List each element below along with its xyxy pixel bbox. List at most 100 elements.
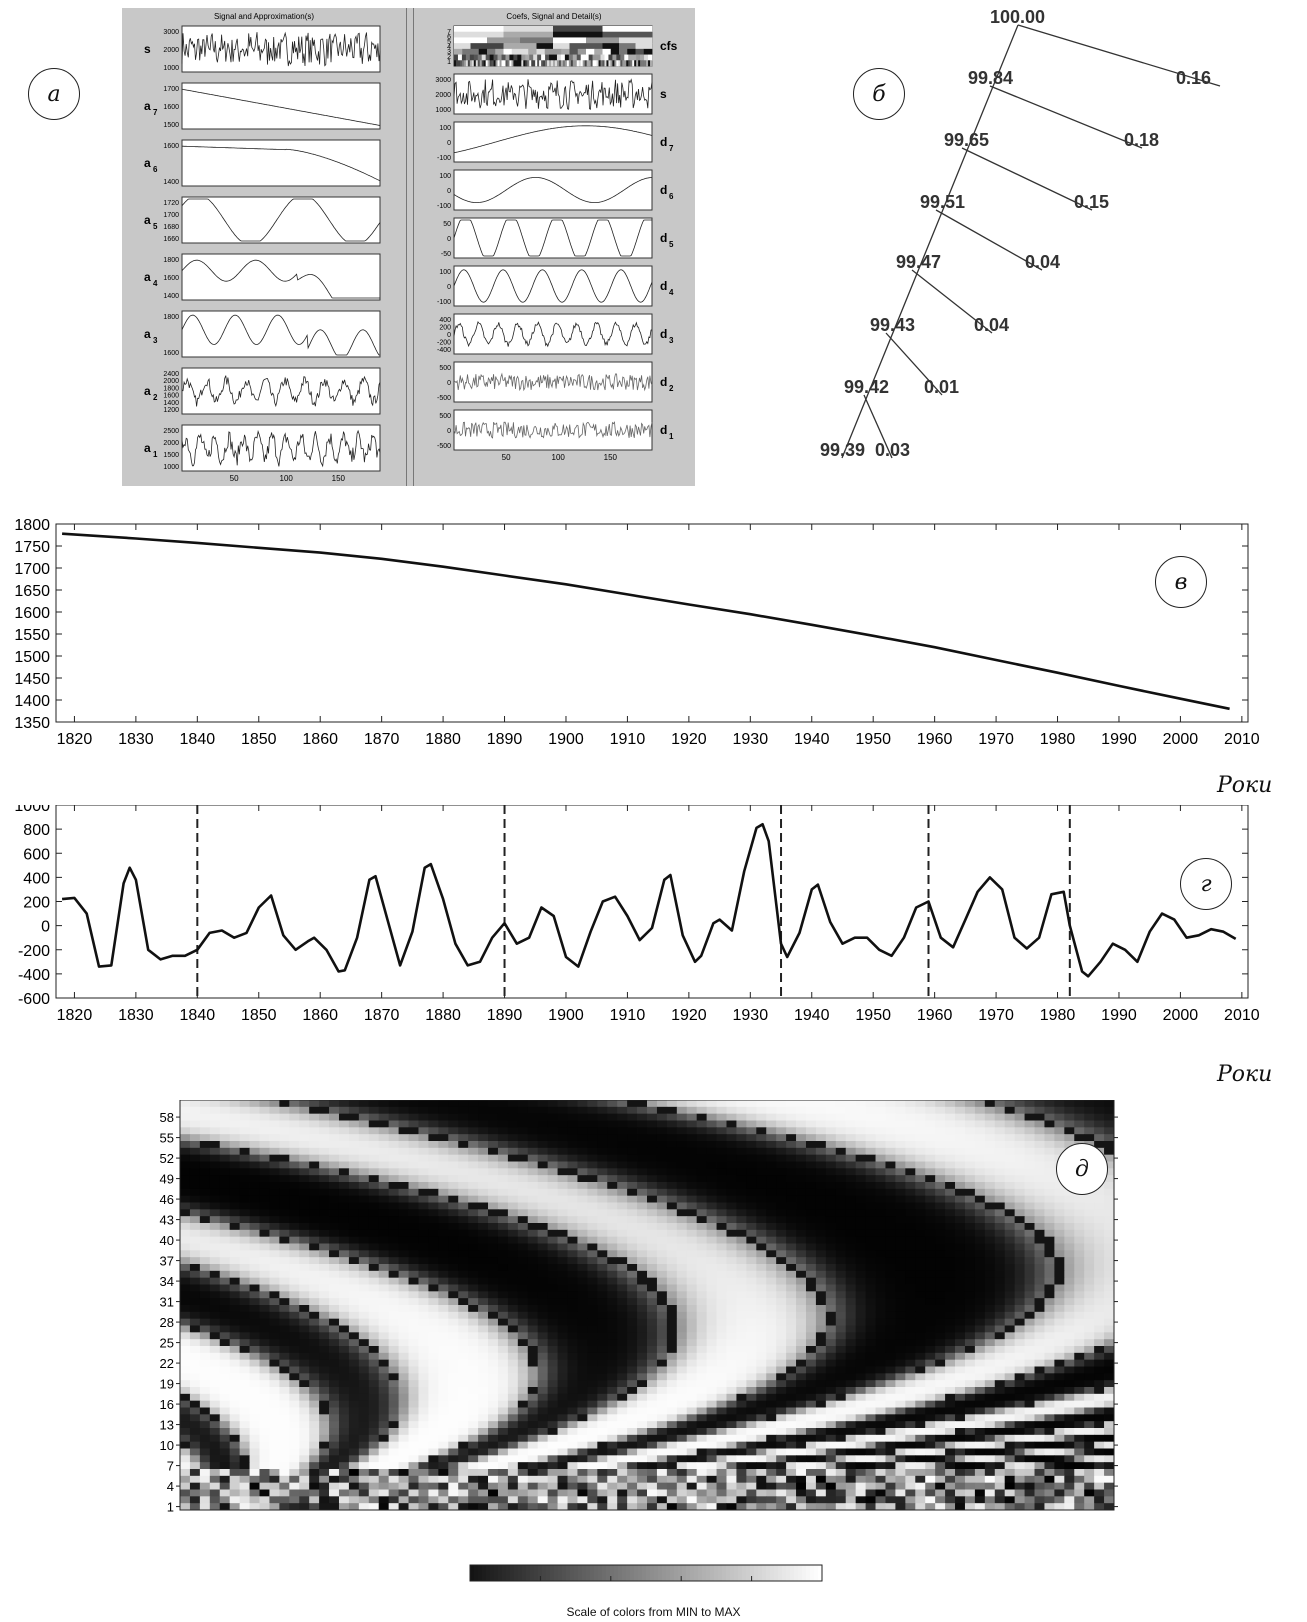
heatmap-cell [269,1359,280,1367]
heatmap-cell [458,1202,469,1210]
heatmap-cell [656,1414,668,1422]
heatmap-cell [358,1352,370,1361]
heatmap-cell [428,1106,439,1115]
heatmap-cell [279,1346,290,1354]
heatmap-cell [468,1175,479,1183]
heatmap-cell [805,1100,817,1108]
heatmap-cell [736,1311,747,1320]
heatmap-cell [329,1264,340,1272]
heatmap-cell [517,1188,529,1197]
heatmap-cell [378,1407,390,1415]
heatmap-cell [974,1209,986,1217]
heatmap-cell [567,1202,578,1210]
heatmap-cell [945,1339,956,1347]
heatmap-cell [239,1270,250,1279]
heatmap-cell [945,1216,956,1224]
heatmap-cell [388,1305,399,1313]
heatmap-cell [338,1161,350,1169]
heatmap-cell [249,1250,260,1258]
y-tick-label: -600 [18,991,50,1008]
heatmap-cell [517,1325,529,1333]
heatmap-cell [438,1134,449,1142]
coef-cell [578,60,582,67]
heatmap-cell [587,1339,598,1347]
heatmap-cell [1024,1352,1035,1361]
heatmap-cell [627,1393,638,1402]
heatmap-cell [497,1400,509,1408]
heatmap-cell [865,1352,876,1361]
coef-cell [582,60,585,67]
heatmap-cell [418,1366,429,1374]
heatmap-cell [557,1277,568,1285]
heatmap-cell [537,1243,549,1251]
heatmap-cell [507,1236,519,1244]
heatmap-cell [845,1188,857,1197]
heatmap-cell [1004,1352,1016,1361]
heatmap-cell [368,1346,380,1354]
heatmap-cell [1064,1188,1075,1197]
coef-cell [646,60,649,67]
heatmap-cell [627,1188,638,1197]
heatmap-cell [736,1346,747,1354]
coef-cell [608,60,611,67]
heatmap-cell [945,1236,956,1244]
heatmap-cell [279,1407,290,1415]
heatmap-cell [786,1182,797,1190]
heatmap-cell [199,1380,211,1388]
heatmap-cell [577,1168,588,1176]
heatmap-cell [746,1393,757,1402]
heatmap-cell [229,1339,241,1347]
heatmap-cell [647,1284,658,1292]
heatmap-cell [209,1127,221,1135]
heatmap-cell [239,1202,250,1210]
heatmap-cell [478,1359,489,1367]
heatmap-cell [507,1154,519,1162]
x-tick-label: 100 [280,474,294,483]
subplot-label: d [660,327,667,341]
heatmap-cell [825,1243,837,1251]
heatmap-cell [925,1380,936,1388]
heatmap-cell [815,1106,827,1115]
heatmap-cell [994,1264,1006,1272]
heatmap-cell [259,1318,270,1326]
heatmap-cell [706,1106,717,1115]
heatmap-cell [358,1182,370,1190]
heatmap-cell [448,1352,459,1361]
heatmap-cell [338,1264,350,1272]
heatmap-cell [448,1223,459,1231]
heatmap-cell [527,1223,539,1231]
heatmap-cell [805,1202,817,1210]
heatmap-cell [219,1106,231,1115]
heatmap-cell [974,1202,986,1210]
heatmap-cell [706,1305,717,1313]
heatmap-cell [786,1311,797,1320]
heatmap-cell [358,1414,370,1422]
coef-cell [541,60,544,67]
heatmap-cell [905,1243,916,1251]
heatmap-cell [945,1305,956,1313]
heatmap-cell [388,1120,399,1128]
heatmap-cell [279,1175,290,1183]
heatmap-cell [1104,1291,1115,1299]
heatmap-cell [676,1318,688,1326]
heatmap-cell [299,1175,310,1183]
heatmap-cell [319,1229,330,1238]
heatmap-cell [249,1154,260,1162]
heatmap-cell [557,1311,568,1320]
heatmap-cell [478,1168,489,1176]
heatmap-cell [885,1236,896,1244]
heatmap-cell [706,1257,717,1265]
heatmap-cell [676,1229,688,1238]
heatmap-cell [945,1209,956,1217]
heatmap-cell [368,1127,380,1135]
heatmap-cell [1014,1298,1025,1306]
heatmap-cell [438,1421,449,1429]
subplot-signal [453,372,653,392]
y-tick-label: 1350 [14,715,50,732]
heatmap-cell [299,1127,310,1135]
heatmap-cell [637,1127,648,1135]
subplot-box [181,253,381,301]
heatmap-cell [388,1106,399,1115]
heatmap-cell [935,1127,946,1135]
heatmap-cell [517,1393,529,1402]
